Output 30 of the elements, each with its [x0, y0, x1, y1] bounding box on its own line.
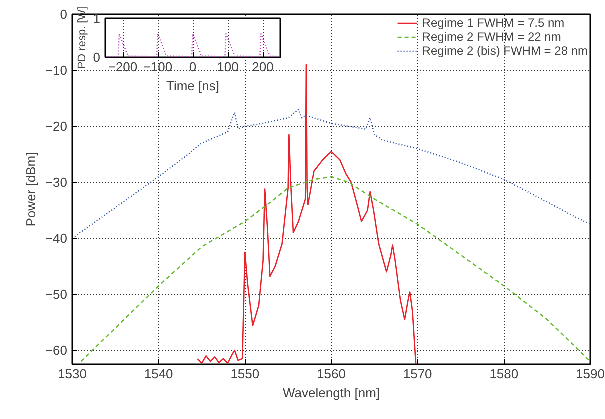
x-tick-label: 200 — [252, 60, 274, 74]
y-tick-label: 1 — [93, 11, 101, 26]
legend-label: Regime 2 (bis) FWHM = 28 nm — [422, 44, 588, 58]
y-tick-label: 0 — [60, 7, 68, 22]
x-tick-label: 1550 — [230, 366, 260, 382]
x-tick-label: 100 — [217, 60, 239, 74]
x-axis-title: Wavelength [nm] — [282, 386, 380, 400]
x-tick-label: −200 — [108, 60, 138, 74]
x-tick-label: 1530 — [58, 366, 87, 382]
x-tick-label: 1570 — [403, 366, 432, 382]
y-tick-label: −10 — [45, 63, 68, 78]
x-axis-title: Time [ns] — [166, 78, 220, 94]
y-tick-label: −60 — [45, 343, 68, 358]
y-tick-label: −50 — [45, 287, 68, 302]
x-tick-label: 1590 — [576, 366, 605, 382]
line-series — [197, 64, 417, 364]
x-tick-label: 0 — [189, 60, 197, 74]
x-tick-label: 1540 — [144, 366, 174, 382]
y-tick-label: −40 — [45, 231, 68, 246]
legend-label: Regime 1 FWHM = 7.5 nm — [422, 16, 565, 30]
x-tick-label: 1580 — [490, 366, 519, 382]
y-tick-label: −30 — [45, 175, 68, 190]
y-tick-label: −20 — [45, 119, 68, 134]
line-series — [72, 109, 590, 240]
x-tick-label: 1560 — [317, 366, 346, 382]
line-series — [80, 176, 590, 362]
legend-label: Regime 2 FWHM = 22 nm — [422, 30, 562, 44]
y-axis-title: Power [dBm] — [23, 152, 38, 227]
y-axis-title: PD resp. [W] — [76, 6, 88, 70]
x-tick-label: −100 — [143, 60, 173, 74]
